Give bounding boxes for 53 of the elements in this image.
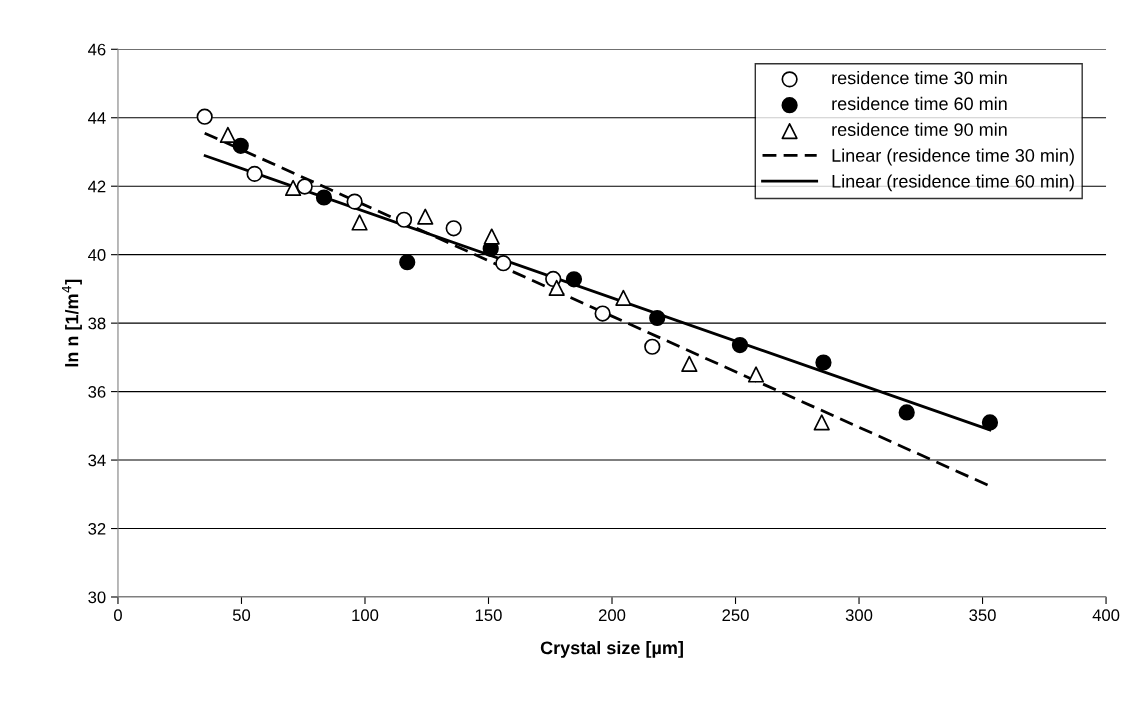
- point: [246, 165, 263, 183]
- legend-label: residence time 30 min: [832, 71, 1007, 85]
- y-tick-label: 30: [88, 591, 106, 604]
- point: [548, 279, 565, 296]
- point: [315, 189, 333, 206]
- point: [594, 305, 611, 322]
- y-axis-title: ln n [1/m$^{4}$]: [62, 279, 82, 367]
- x-tick-label: 150: [475, 609, 502, 622]
- point: [284, 179, 302, 197]
- x-tick-label: 0: [113, 609, 122, 622]
- x-tick-label: 400: [1092, 609, 1120, 622]
- x-tick-label: 200: [598, 609, 626, 622]
- point: [417, 208, 434, 225]
- point: [445, 220, 462, 237]
- point: [232, 137, 249, 154]
- legend-label: residence time 60 min: [832, 96, 1007, 111]
- point: [395, 211, 413, 228]
- y-tick-label: 42: [88, 180, 106, 193]
- point: [649, 309, 666, 327]
- point: [565, 271, 583, 288]
- legend-label: Linear (residence time 30 min): [832, 148, 1074, 166]
- x-axis-title: Crystal size [µm]: [540, 641, 683, 658]
- point: [731, 336, 749, 354]
- point: [981, 414, 999, 431]
- y-tick-label: 32: [88, 522, 106, 535]
- point: [351, 214, 368, 231]
- point: [296, 178, 313, 195]
- x-tick-label: 50: [232, 609, 251, 622]
- legend-label: Linear (residence time 60 min): [832, 174, 1074, 192]
- point: [196, 108, 213, 125]
- point: [644, 338, 661, 355]
- point: [813, 414, 830, 431]
- point: [483, 228, 500, 245]
- x-tick-label: 350: [969, 609, 996, 622]
- point: [495, 255, 512, 272]
- x-tick-label: 300: [845, 609, 873, 622]
- point: [219, 126, 237, 143]
- x-tick-label: 100: [352, 609, 379, 622]
- y-tick-label: 40: [88, 249, 106, 261]
- y-tick-label: 38: [88, 317, 106, 330]
- legend-label: residence time 90 min: [832, 122, 1007, 136]
- y-tick-label: 44: [88, 112, 106, 124]
- x-tick-label: 250: [722, 609, 749, 622]
- point: [747, 366, 765, 383]
- point: [815, 354, 832, 371]
- point: [399, 254, 416, 271]
- point: [615, 289, 632, 306]
- y-tick-label: 36: [88, 386, 106, 398]
- point: [681, 355, 698, 372]
- y-tick-label: 34: [88, 454, 106, 467]
- point: [346, 193, 363, 210]
- y-tick-label: 46: [88, 43, 106, 56]
- point: [898, 404, 915, 421]
